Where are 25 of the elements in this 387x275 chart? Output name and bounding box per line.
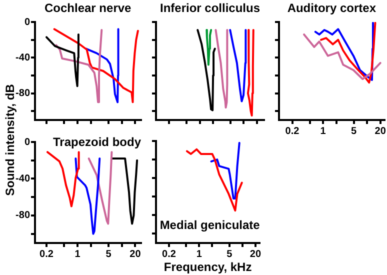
x-tick-label: 20 [250, 248, 262, 260]
y-tick-label: -80 [16, 88, 30, 100]
x-tick-label: 5 [351, 126, 358, 137]
chart-title: Trapezoid body [53, 135, 142, 149]
x-tick-label: 1 [196, 248, 202, 260]
x-tick-label: 20 [130, 248, 142, 260]
y-tick-label: 0 [24, 16, 30, 28]
text: Medial geniculate [160, 218, 260, 232]
y-tick-label: -80 [16, 210, 30, 222]
x-tick-label: 0.2 [40, 248, 54, 260]
x-tick-label: 1 [320, 126, 326, 137]
y-tick-label: 0 [24, 136, 30, 148]
x-tick-label: 0.2 [285, 126, 300, 137]
x-tick-label: 0.2 [162, 248, 176, 260]
y-tick-label: -40 [16, 52, 30, 64]
x-tick-label: 1 [74, 248, 81, 260]
x-axis-title: Frequency, kHz [164, 260, 252, 274]
chart-title: Cochlear nerve [44, 1, 132, 15]
y-tick-label: -40 [16, 173, 30, 184]
x-tick-label: 5 [106, 248, 112, 260]
chart-title: Auditory cortex [287, 1, 376, 15]
chart-title: Inferior colliculus [160, 1, 260, 15]
x-tick-label: 5 [226, 248, 233, 260]
x-tick-label: 20 [374, 126, 386, 137]
y-axis-title: Sound intensity, dB [2, 84, 17, 196]
